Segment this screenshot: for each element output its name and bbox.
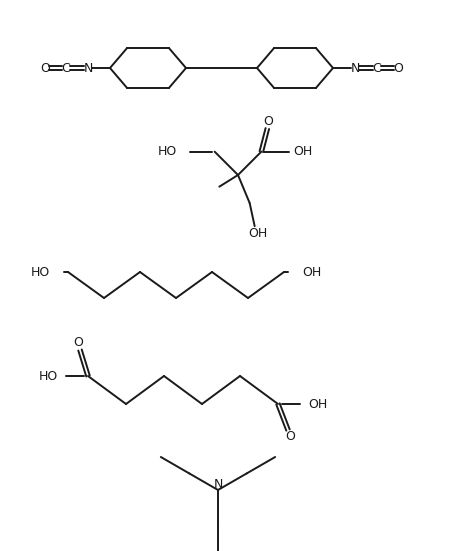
Text: N: N	[213, 478, 223, 491]
Text: C: C	[62, 62, 70, 74]
Text: OH: OH	[248, 226, 267, 240]
Text: O: O	[40, 62, 50, 74]
Text: N: N	[350, 62, 360, 74]
Text: OH: OH	[308, 397, 327, 410]
Text: C: C	[373, 62, 381, 74]
Text: HO: HO	[158, 145, 177, 158]
Text: N: N	[84, 62, 93, 74]
Text: OH: OH	[293, 145, 312, 158]
Text: OH: OH	[302, 266, 321, 278]
Text: O: O	[73, 337, 83, 349]
Text: O: O	[263, 115, 273, 128]
Text: O: O	[393, 62, 403, 74]
Text: O: O	[285, 430, 295, 444]
Text: HO: HO	[31, 266, 50, 278]
Text: HO: HO	[39, 370, 58, 382]
